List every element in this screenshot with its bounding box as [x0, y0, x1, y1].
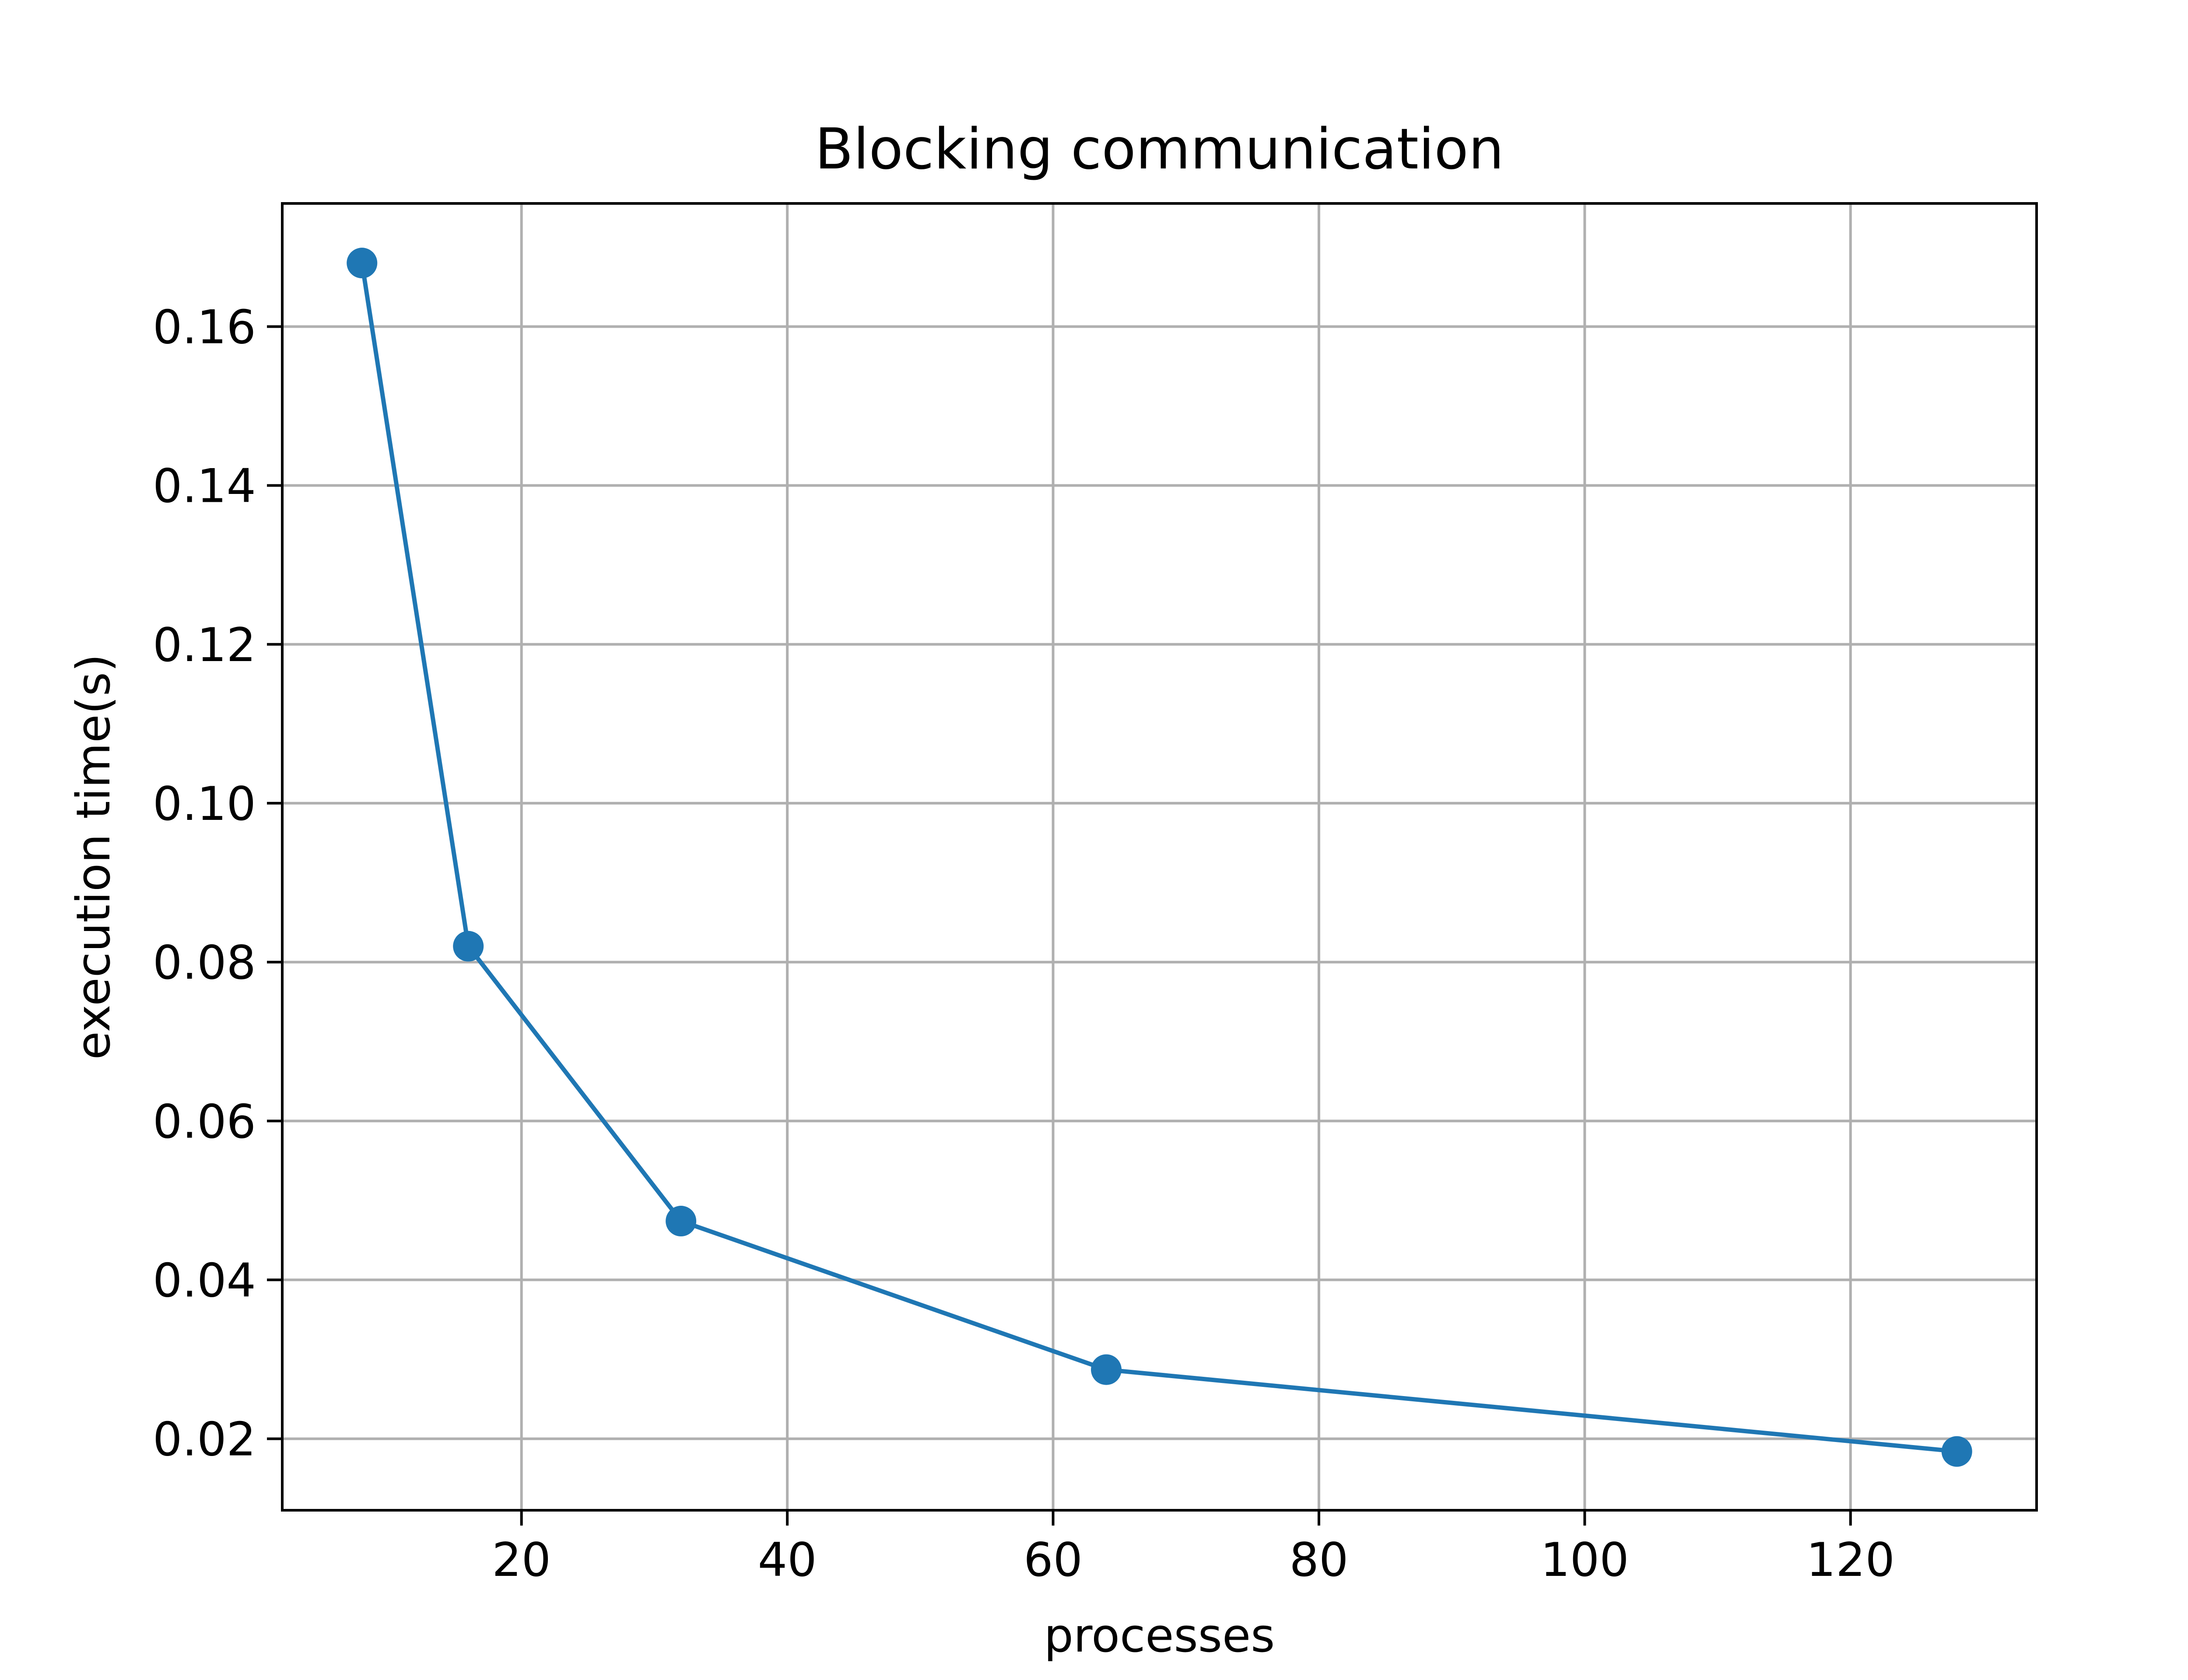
ticks: 20 40 60 80 100 120 0.02 0.04 0.06 0.08 0.10 0.12 0.…: [153, 300, 1895, 1587]
y-tick-label: 0.14: [153, 459, 256, 513]
y-tick-label: 0.02: [153, 1413, 256, 1466]
x-tick-label: 40: [758, 1533, 817, 1587]
data-point: [1091, 1354, 1122, 1385]
y-tick-label: 0.12: [153, 618, 256, 672]
x-tick-label: 120: [1806, 1533, 1895, 1587]
chart-title: Blocking communication: [815, 117, 1504, 182]
plot-frame: [281, 202, 2038, 1512]
data-point: [453, 931, 484, 962]
y-tick-label: 0.16: [153, 300, 256, 354]
series-line: [360, 262, 1957, 1454]
y-tick-label: 0.06: [153, 1095, 256, 1148]
y-axis-label: execution time(s): [67, 654, 120, 1060]
y-tick-label: 0.04: [153, 1253, 256, 1307]
data-point: [347, 248, 378, 279]
x-tick-label: 80: [1290, 1533, 1349, 1587]
x-axis-label: processes: [1044, 1609, 1275, 1662]
x-tick-label: 20: [492, 1533, 551, 1587]
x-tick-label: 60: [1024, 1533, 1083, 1587]
data-point: [1941, 1436, 1972, 1467]
y-tick-label: 0.10: [153, 777, 256, 831]
y-tick-label: 0.08: [153, 936, 256, 990]
series-layer: [347, 248, 1972, 1467]
x-tick-label: 100: [1540, 1533, 1629, 1587]
data-point: [666, 1206, 697, 1237]
grid: [282, 203, 2037, 1510]
